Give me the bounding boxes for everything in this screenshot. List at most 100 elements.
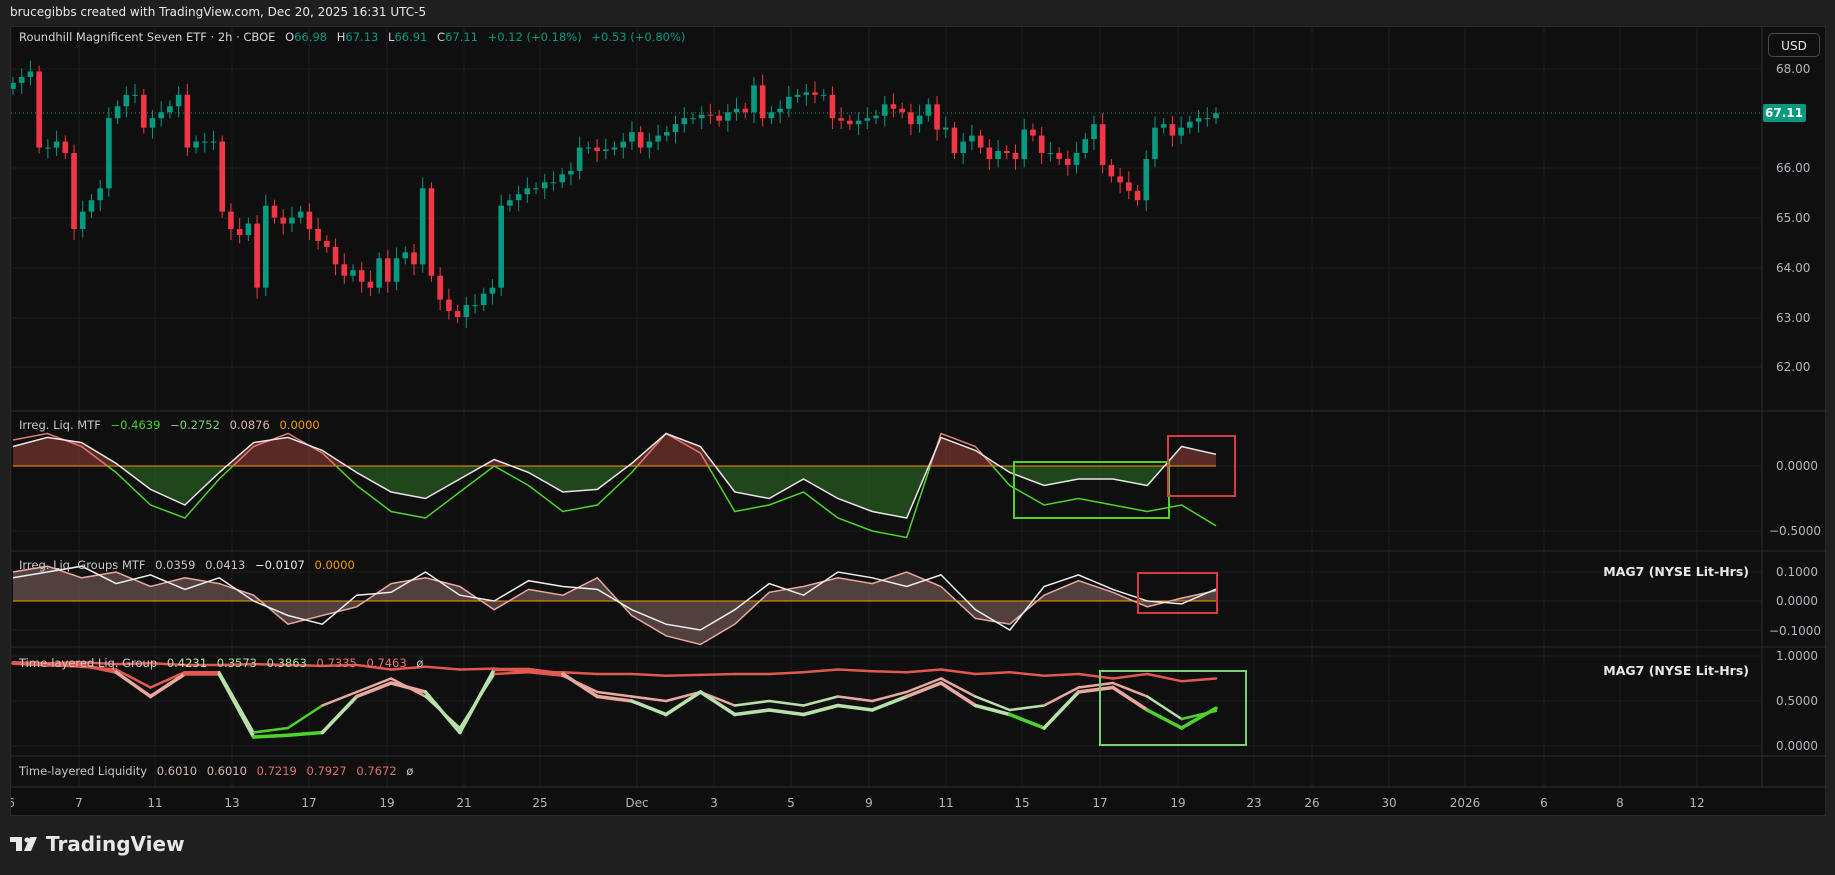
candle bbox=[158, 101, 164, 127]
price-tick: 62.00 bbox=[1776, 360, 1810, 374]
candle bbox=[847, 114, 853, 131]
series-segment bbox=[699, 672, 737, 677]
candle bbox=[11, 76, 16, 95]
series-segment bbox=[1008, 670, 1046, 678]
indicator-legend: Irreg. Liq. MTF −0.4639 −0.2752 0.0876 0… bbox=[19, 418, 320, 432]
high-value: 67.13 bbox=[345, 30, 378, 44]
candle bbox=[1082, 133, 1089, 159]
candle bbox=[27, 60, 34, 86]
open-value: 66.98 bbox=[294, 30, 327, 44]
candle bbox=[341, 253, 348, 285]
indicator-value: ø bbox=[416, 656, 423, 670]
price-tick: 68.00 bbox=[1776, 62, 1810, 76]
time-tick: 13 bbox=[224, 796, 239, 810]
candle bbox=[829, 86, 836, 130]
candle bbox=[88, 194, 95, 218]
candle bbox=[899, 102, 905, 119]
candle bbox=[916, 104, 923, 133]
time-tick: 21 bbox=[456, 796, 471, 810]
indicator-value: −0.2752 bbox=[170, 418, 220, 432]
candle bbox=[306, 203, 313, 240]
indicator-time-layered-liq-group bbox=[11, 661, 1218, 739]
indicator-value: 0.0359 bbox=[155, 558, 195, 572]
series-segment bbox=[527, 670, 565, 678]
candle bbox=[489, 279, 496, 305]
candle bbox=[393, 247, 400, 291]
candle bbox=[1152, 116, 1158, 168]
candle bbox=[1065, 150, 1071, 176]
candle bbox=[1178, 116, 1184, 145]
time-tick: 9 bbox=[865, 796, 873, 810]
candle bbox=[446, 288, 452, 320]
candle bbox=[559, 168, 565, 189]
chart-panel[interactable]: Roundhill Magnificent Seven ETF · 2h · C… bbox=[10, 26, 1827, 817]
fill-area bbox=[13, 566, 1216, 645]
price-axis[interactable]: 68.00 66.00 65.00 64.00 63.00 62.00 0.00… bbox=[1769, 62, 1821, 753]
series-segment bbox=[1179, 706, 1218, 730]
series-segment bbox=[251, 733, 290, 739]
tradingview-logo[interactable]: TradingView bbox=[10, 832, 185, 856]
candle bbox=[123, 86, 130, 118]
series-line bbox=[12, 565, 1217, 631]
series-segment bbox=[904, 681, 943, 699]
indicator-irreg-liq-mtf bbox=[12, 432, 1217, 539]
candle bbox=[332, 238, 339, 276]
candle bbox=[838, 107, 844, 130]
series-segment bbox=[354, 681, 393, 699]
candle bbox=[524, 177, 531, 203]
candle bbox=[855, 112, 862, 136]
candle bbox=[1169, 115, 1176, 147]
series-segment bbox=[905, 677, 943, 694]
series-segment bbox=[698, 690, 737, 717]
candle bbox=[1021, 118, 1028, 168]
indicator-value: 0.0413 bbox=[205, 558, 245, 572]
series-segment bbox=[149, 670, 187, 689]
time-tick: 8 bbox=[1616, 796, 1624, 810]
series-segment bbox=[801, 703, 840, 717]
indicator-legend: Time-layered Liquidity 0.6010 0.6010 0.7… bbox=[18, 764, 413, 778]
series-segment bbox=[321, 690, 358, 707]
indicator-tick: −0.1000 bbox=[1769, 624, 1821, 638]
time-tick: 11 bbox=[147, 796, 162, 810]
indicator-tick: 0.5000 bbox=[1776, 694, 1818, 708]
series-segment bbox=[871, 670, 908, 674]
series-segment bbox=[939, 677, 977, 698]
series-segment bbox=[973, 703, 1012, 717]
series-segment bbox=[767, 708, 806, 717]
candle bbox=[960, 133, 966, 164]
candle bbox=[36, 65, 42, 154]
annotation-box-green bbox=[1099, 670, 1247, 746]
candle bbox=[106, 107, 112, 197]
candle bbox=[594, 139, 600, 162]
indicator-tick: 0.0000 bbox=[1776, 739, 1818, 753]
series-segment bbox=[149, 661, 187, 667]
candle bbox=[472, 294, 478, 314]
attribution: brucegibbs created with TradingView.com,… bbox=[10, 5, 427, 19]
series-segment bbox=[148, 672, 187, 699]
candle bbox=[132, 83, 138, 104]
time-tick: 23 bbox=[1246, 796, 1261, 810]
series-segment bbox=[114, 661, 152, 666]
candle bbox=[254, 215, 260, 299]
indicator-legend: Time-layered Liq. Group 0.4231 0.3573 0.… bbox=[18, 656, 423, 670]
series-segment bbox=[1042, 686, 1080, 707]
price-tick: 63.00 bbox=[1776, 311, 1810, 325]
series-segment bbox=[1180, 677, 1218, 683]
candle bbox=[1073, 142, 1080, 174]
time-tick: 12 bbox=[1689, 796, 1704, 810]
series-segment bbox=[870, 694, 909, 712]
time-axis[interactable]: 6 7 11 13 17 19 21 25 Dec 3 5 9 11 15 17 19 23 26 30 2026 6 8… bbox=[11, 796, 1705, 810]
candle bbox=[637, 126, 644, 154]
grid bbox=[11, 27, 1762, 787]
indicator-value: 0.0000 bbox=[279, 418, 319, 432]
currency-button[interactable]: USD bbox=[1768, 33, 1820, 57]
series-segment bbox=[664, 673, 702, 678]
price-tick: 66.00 bbox=[1776, 161, 1810, 175]
candle bbox=[733, 97, 740, 121]
chart-canvas[interactable]: Roundhill Magnificent Seven ETF · 2h · C… bbox=[11, 27, 1827, 817]
candle bbox=[1056, 147, 1062, 165]
candle bbox=[1108, 158, 1115, 183]
indicator-tag: MAG7 (NYSE Lit-Hrs) bbox=[1603, 564, 1749, 579]
indicator-tick: −0.5000 bbox=[1769, 524, 1821, 538]
candle bbox=[690, 112, 696, 125]
